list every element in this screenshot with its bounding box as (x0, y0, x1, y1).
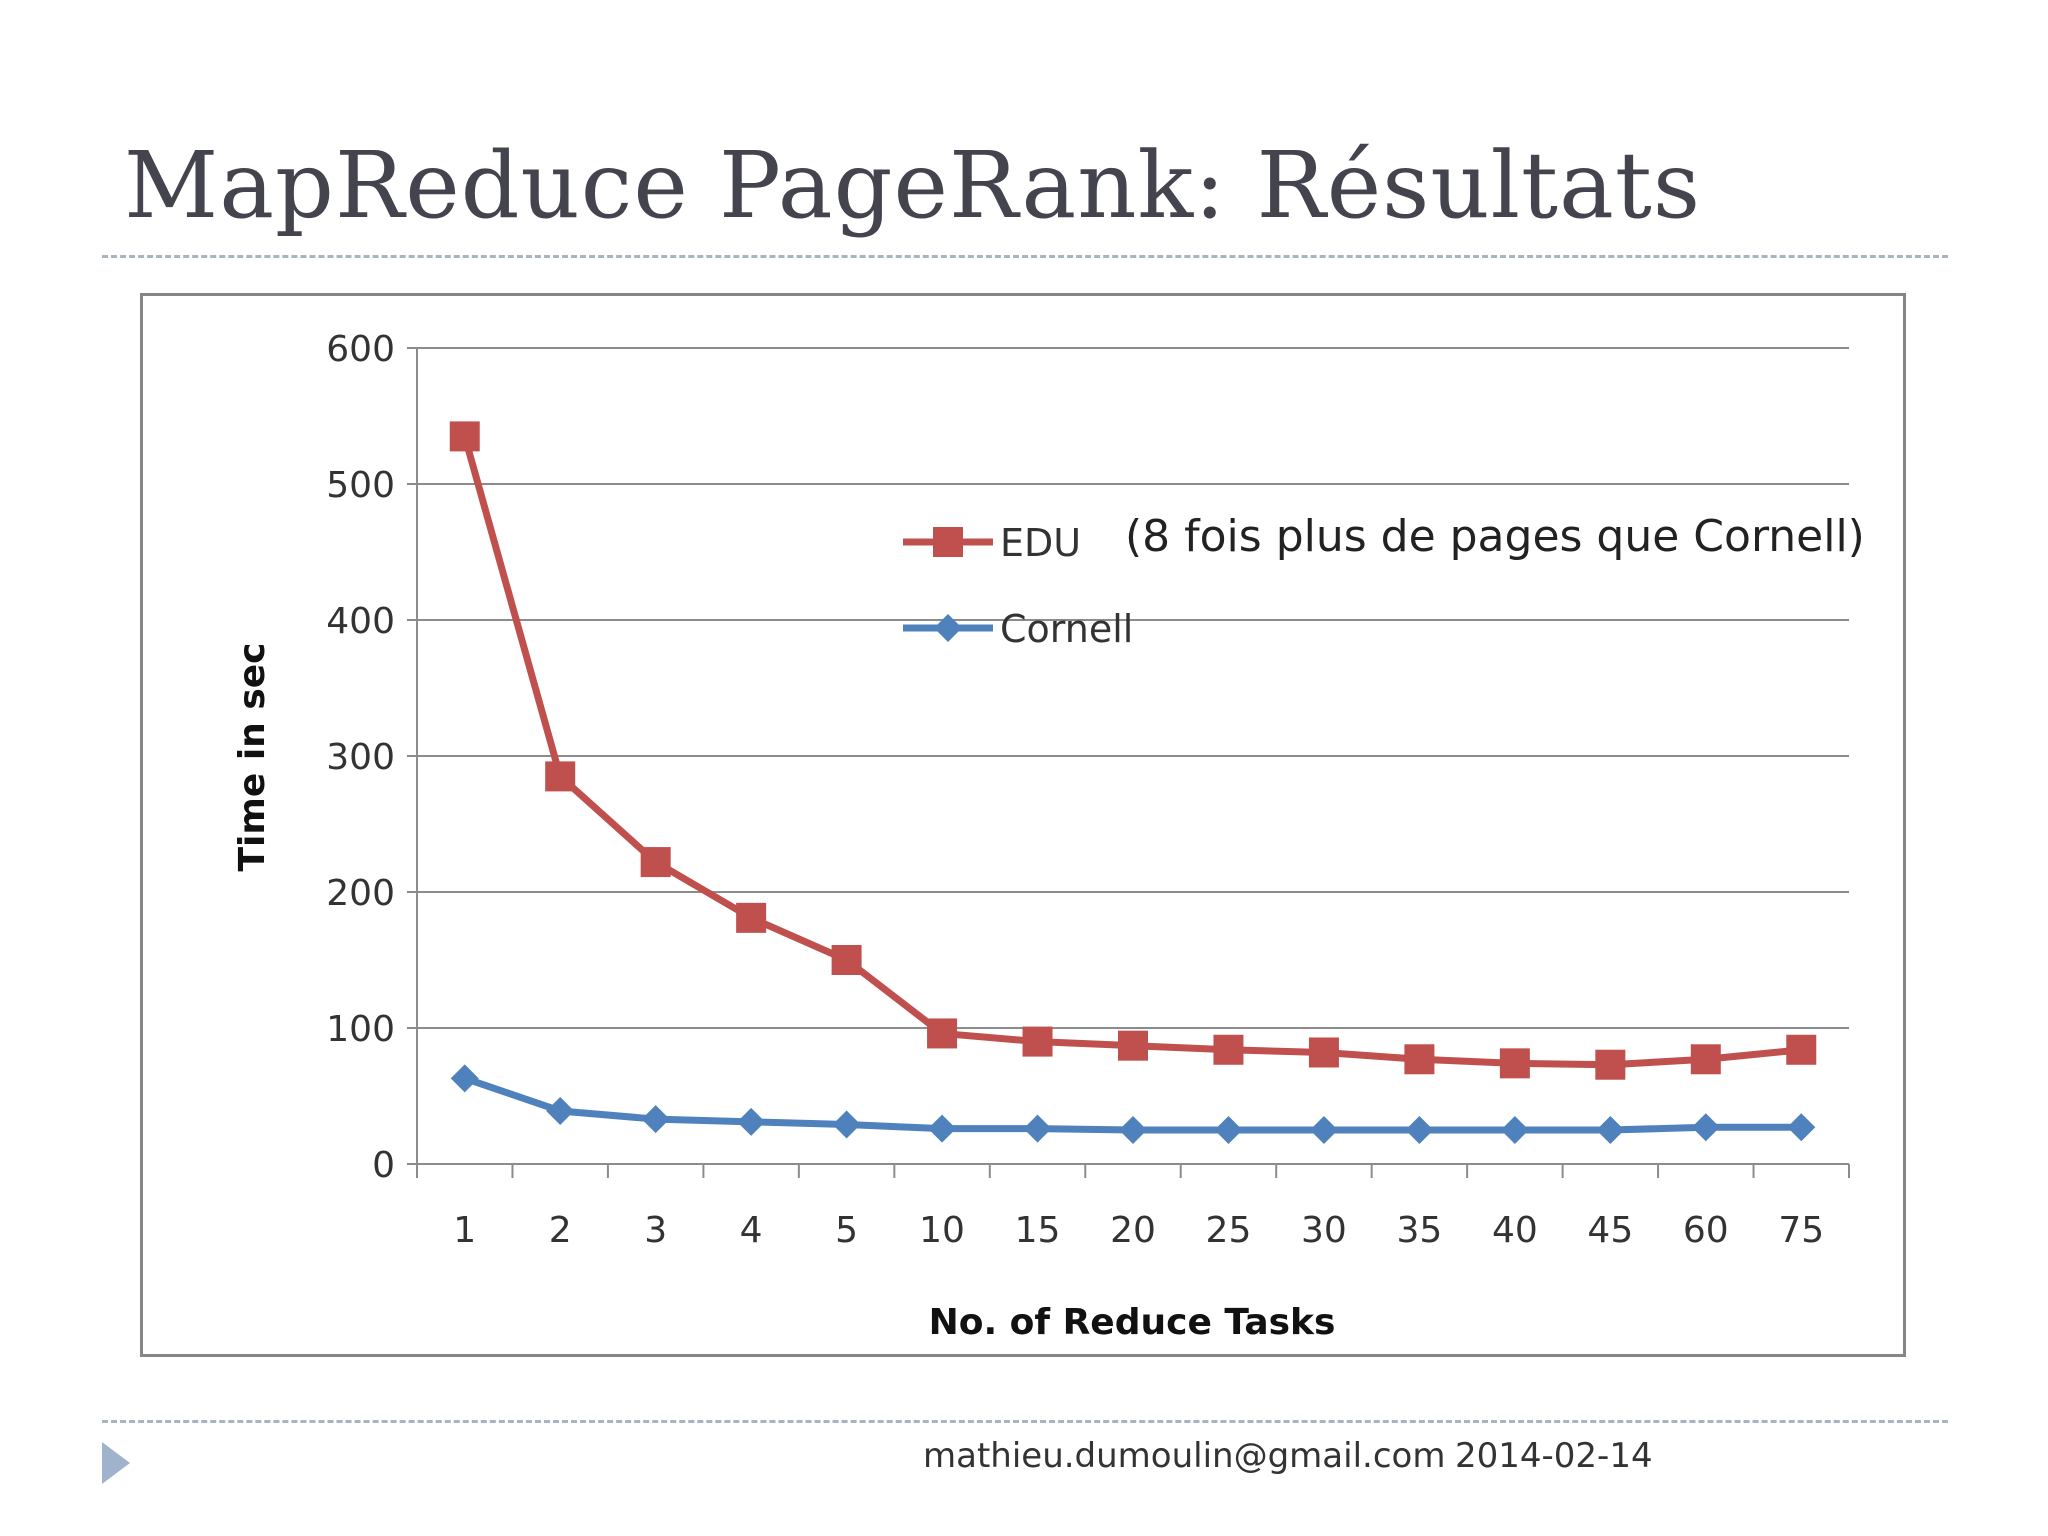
data-point-edu (927, 1018, 958, 1049)
data-point-edu (640, 847, 671, 878)
footer-divider (102, 1420, 1948, 1423)
x-tick-label: 5 (835, 1210, 858, 1251)
data-point-edu (1213, 1034, 1244, 1065)
x-tick-label: 30 (1301, 1210, 1347, 1251)
data-point-cornell (832, 1110, 861, 1139)
x-tick-label: 45 (1587, 1210, 1633, 1251)
data-point-cornell (641, 1105, 670, 1134)
gridlines (417, 347, 1849, 1029)
triangle-right-icon (102, 1442, 130, 1484)
data-point-cornell (1023, 1114, 1052, 1143)
x-tick-label: 25 (1206, 1210, 1252, 1251)
legend-marker-cornell (934, 614, 962, 642)
data-point-cornell (928, 1114, 957, 1143)
x-tick-label: 60 (1683, 1210, 1729, 1251)
x-tick-label: 35 (1396, 1210, 1442, 1251)
legend: EDU Cornell (903, 521, 1133, 651)
data-point-cornell (1596, 1116, 1625, 1144)
footer-date: 2014-02-14 (1455, 1436, 1653, 1476)
x-tick-label: 20 (1110, 1210, 1156, 1251)
data-point-edu (1690, 1044, 1721, 1075)
x-axis-title: No. of Reduce Tasks (929, 1302, 1336, 1343)
chart-frame (140, 293, 1906, 1357)
data-point-cornell (1787, 1113, 1816, 1142)
data-point-edu (545, 761, 576, 792)
legend-marker-edu (933, 527, 963, 557)
data-point-edu (831, 945, 862, 975)
y-axis-title: Time in sec (232, 642, 273, 871)
slide-title: MapReduce PageRank: Résultats (124, 132, 1702, 239)
y-tick-label: 0 (372, 1145, 395, 1186)
x-tick-label: 40 (1492, 1210, 1538, 1251)
data-point-cornell (546, 1096, 575, 1125)
data-point-edu (1404, 1044, 1435, 1075)
y-tick-label: 200 (326, 873, 395, 914)
data-point-cornell (450, 1064, 479, 1093)
x-tick-label: 10 (919, 1210, 965, 1251)
y-tick-label: 600 (326, 329, 395, 370)
title-divider (102, 255, 1948, 258)
data-point-edu (1022, 1026, 1053, 1057)
legend-label-cornell: Cornell (1000, 607, 1133, 651)
x-tick-label: 15 (1015, 1210, 1061, 1251)
y-tick-label: 400 (326, 601, 395, 642)
x-tick-label: 4 (740, 1210, 763, 1251)
data-point-cornell (1309, 1116, 1338, 1144)
data-point-edu (1308, 1037, 1339, 1068)
y-tick-label: 500 (326, 465, 395, 506)
data-point-cornell (1500, 1116, 1529, 1144)
data-point-edu (1786, 1034, 1817, 1065)
x-tick-label: 75 (1778, 1210, 1824, 1251)
y-tick-label: 300 (326, 737, 395, 778)
data-point-edu (1118, 1030, 1148, 1061)
footer-email: mathieu.dumoulin@gmail.com (923, 1436, 1446, 1476)
data-point-cornell (1691, 1113, 1720, 1142)
chart-annotation: (8 fois plus de pages que Cornell) (1125, 511, 1865, 562)
data-point-edu (1595, 1049, 1626, 1080)
data-point-cornell (737, 1107, 766, 1136)
x-tick-label: 1 (453, 1210, 476, 1251)
data-point-edu (736, 902, 767, 933)
x-tick-label: 2 (549, 1210, 572, 1251)
x-tick-label: 3 (644, 1210, 667, 1251)
data-point-edu (449, 421, 480, 452)
data-point-cornell (1405, 1116, 1434, 1144)
legend-label-edu: EDU (1000, 521, 1081, 565)
series (449, 421, 1817, 1144)
data-point-cornell (1119, 1116, 1147, 1144)
y-tick-label: 100 (326, 1009, 395, 1050)
data-point-cornell (1214, 1116, 1243, 1144)
data-point-edu (1499, 1048, 1530, 1079)
